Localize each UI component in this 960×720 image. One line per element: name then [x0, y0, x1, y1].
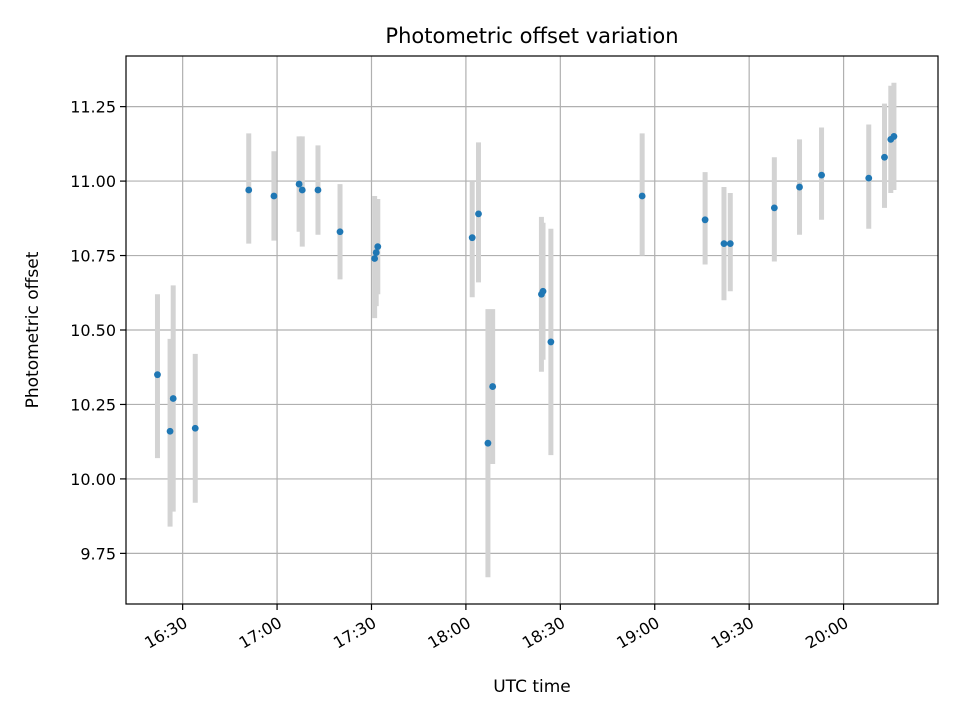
- data-point: [547, 338, 555, 346]
- x-tick-label: 20:00: [802, 613, 851, 653]
- grid: [126, 56, 938, 604]
- data-point: [371, 255, 379, 262]
- data-point: [638, 192, 646, 200]
- data-points: [154, 133, 898, 447]
- y-tick-label: 11.25: [70, 98, 116, 117]
- data-point: [865, 174, 873, 182]
- y-axis-label: Photometric offset: [23, 251, 43, 408]
- y-tick-label: 10.50: [70, 321, 116, 340]
- data-point: [295, 180, 303, 188]
- data-point: [336, 228, 344, 236]
- x-tick-label: 18:00: [424, 613, 473, 653]
- data-point: [154, 371, 161, 379]
- x-tick-label: 19:00: [613, 613, 662, 653]
- data-point: [796, 183, 803, 191]
- data-point: [726, 240, 734, 248]
- chart-title: Photometric offset variation: [385, 24, 678, 48]
- data-point: [770, 204, 778, 212]
- data-point: [372, 249, 380, 256]
- x-tick-label: 19:30: [708, 613, 757, 653]
- y-axis-ticks: 9.75 10.00 10.25 10.50 10.75 11.00 11.25: [70, 98, 126, 563]
- data-point: [890, 133, 898, 140]
- data-point: [475, 210, 482, 218]
- data-point: [191, 424, 199, 432]
- y-tick-label: 9.75: [80, 544, 116, 563]
- y-tick-label: 11.00: [70, 172, 116, 191]
- data-point: [881, 153, 888, 161]
- x-tick-label: 18:30: [519, 613, 568, 653]
- y-tick-label: 10.75: [70, 247, 116, 266]
- x-tick-label: 17:30: [330, 613, 379, 653]
- data-point: [720, 240, 728, 248]
- data-point: [374, 243, 382, 251]
- x-axis-label: UTC time: [493, 677, 571, 697]
- data-point: [270, 192, 278, 200]
- data-point: [314, 186, 322, 194]
- data-point: [701, 216, 709, 224]
- x-tick-label: 17:00: [236, 613, 285, 653]
- data-point: [169, 395, 177, 402]
- data-point: [298, 186, 306, 194]
- y-tick-label: 10.25: [70, 395, 116, 414]
- x-axis-ticks: 16:30 17:00 17:30 18:00 18:30 19:00 19:30 20:00: [141, 604, 852, 653]
- data-point: [539, 287, 547, 295]
- y-tick-label: 10.00: [70, 470, 116, 489]
- data-point: [166, 427, 174, 435]
- data-point: [489, 383, 497, 390]
- x-tick-label: 16:30: [141, 613, 190, 653]
- data-point: [468, 234, 476, 242]
- data-point: [484, 439, 492, 447]
- data-point: [818, 171, 825, 179]
- data-point: [245, 186, 253, 194]
